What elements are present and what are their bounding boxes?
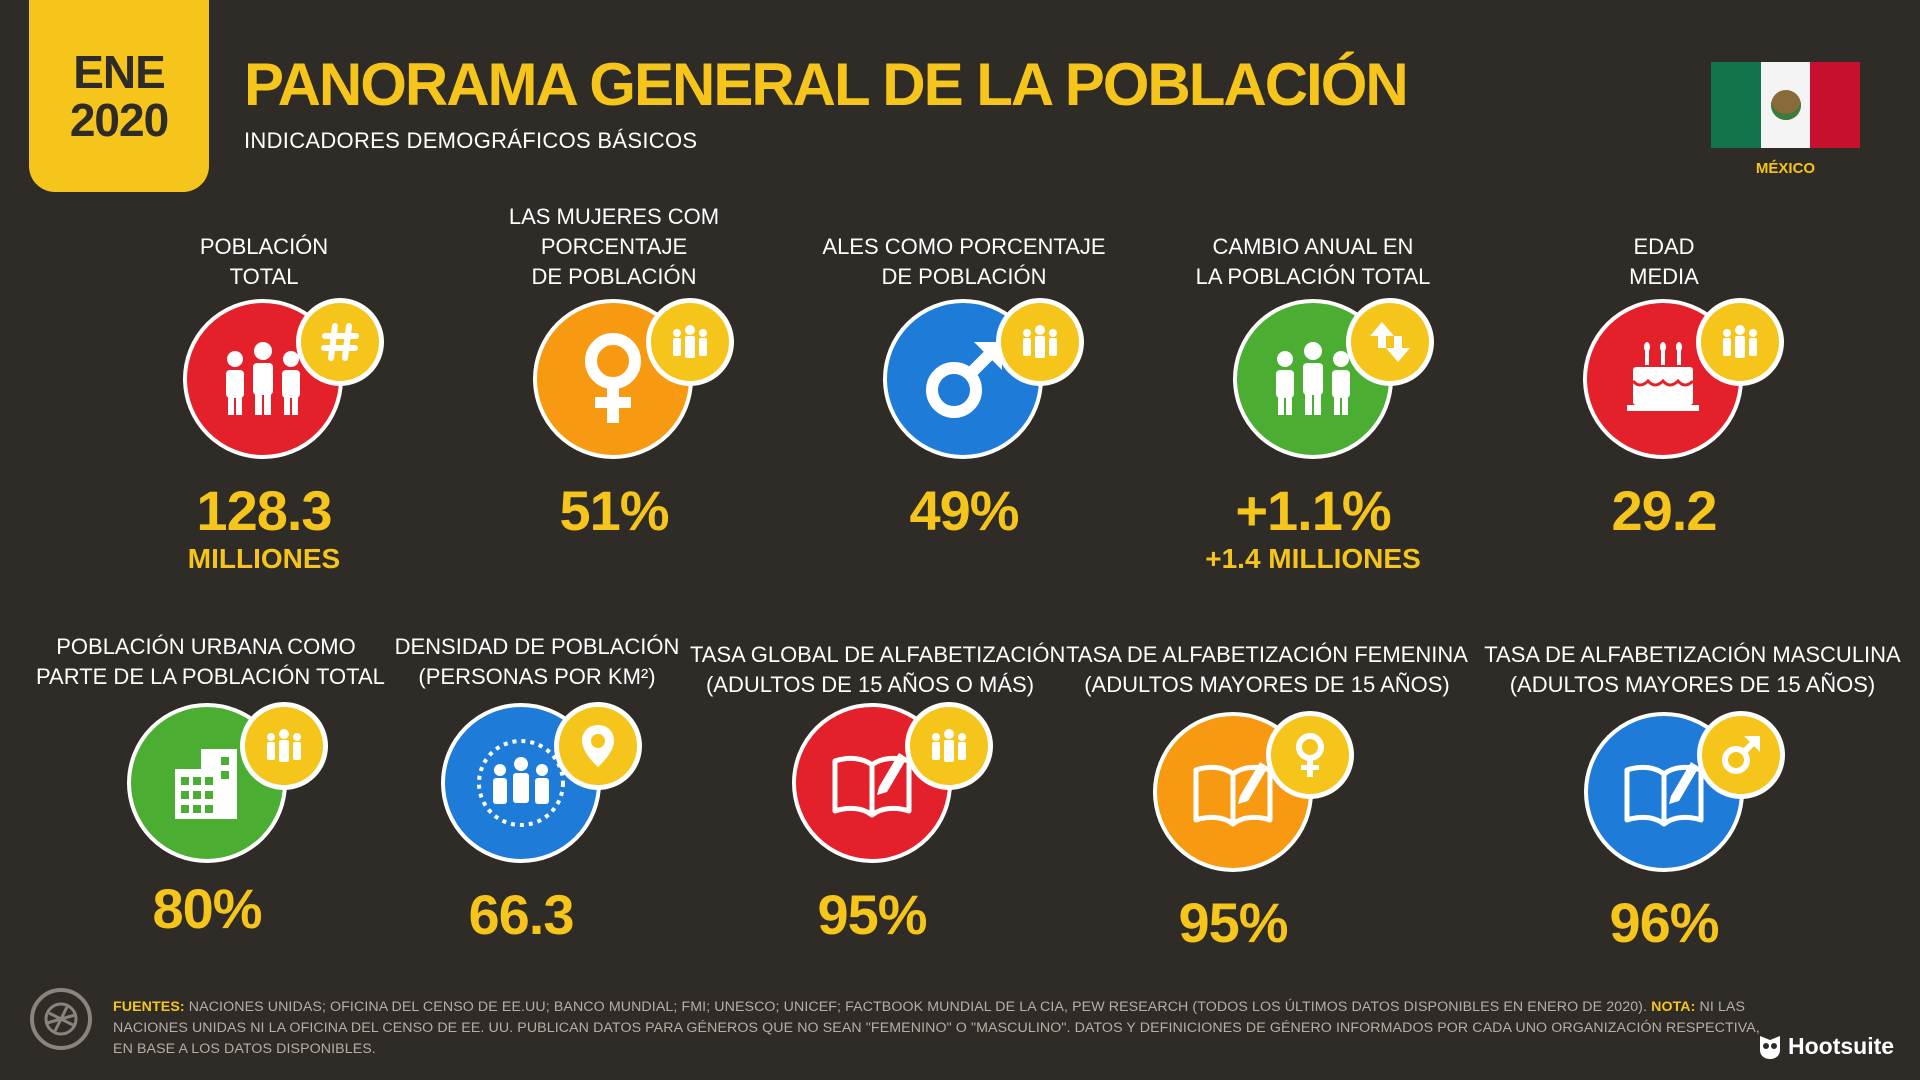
- people-icon: [1723, 325, 1757, 358]
- people-badge: [646, 298, 734, 386]
- people-icon: [477, 739, 565, 827]
- book-icon: [1624, 762, 1704, 827]
- stat-value: 96%: [1609, 891, 1719, 954]
- sources-label: FUENTES:: [113, 999, 185, 1015]
- value-block: 49%: [864, 478, 1064, 543]
- value-block: 80%: [107, 876, 307, 941]
- stat-value-sub: MILLIONES: [187, 543, 341, 574]
- birthday-cake-icon: [1627, 342, 1699, 411]
- stat-label-line: ALES COMO PORCENTAJE: [822, 234, 1106, 259]
- stat-label-line: CAMBIO ANUAL EN: [1212, 234, 1414, 259]
- footer-sources: FUENTES: NACIONES UNIDAS; OFICINA DEL CE…: [113, 997, 1773, 1060]
- stat-population-density: DENSIDAD DE POBLACIÓN (PERSONAS POR KM²): [392, 632, 682, 692]
- stat-label-line: DE POBLACIÓN: [881, 264, 1047, 289]
- value-block: 95%: [772, 882, 972, 947]
- stat-label-line: LAS MUJERES COM: [508, 204, 720, 229]
- people-icon: [1276, 342, 1350, 415]
- stat-label-line: POBLACIÓN: [199, 234, 329, 259]
- stat-value: 95%: [817, 883, 927, 946]
- up-down-arrows-icon: [1370, 322, 1410, 362]
- stat-label-line: PORCENTAJE: [540, 234, 688, 259]
- value-block: +1.1% +1.4 MILLIONES: [1173, 478, 1453, 575]
- arrows-badge: [1346, 298, 1434, 386]
- map-pin-icon: [582, 725, 614, 767]
- stat-value: 29.2: [1611, 479, 1718, 542]
- value-block: 66.3: [421, 882, 621, 947]
- people-badge: [240, 702, 328, 790]
- value-block: 96%: [1564, 890, 1764, 955]
- people-icon: [932, 729, 966, 762]
- stat-label-line: TASA DE ALFABETIZACIÓN FEMENINA: [1066, 642, 1468, 667]
- hash-badge: [296, 298, 384, 386]
- brand-name: Hootsuite: [1788, 1033, 1895, 1059]
- male-badge: [1697, 711, 1785, 799]
- stat-label-line: DE POBLACIÓN: [531, 264, 697, 289]
- stat-label-line: DENSIDAD DE POBLACIÓN: [394, 634, 680, 659]
- book-icon: [1193, 762, 1273, 827]
- female-badge: [1266, 711, 1354, 799]
- stat-label-line: MEDIA: [1629, 264, 1699, 289]
- people-icon: [267, 729, 301, 762]
- people-badge: [996, 298, 1084, 386]
- stat-value-sub: +1.4 MILLIONES: [1205, 543, 1421, 574]
- stat-label-line: (ADULTOS MAYORES DE 15 AÑOS): [1509, 672, 1876, 697]
- stat-label-line: POBLACIÓN URBANA COMO: [56, 634, 356, 659]
- hash-icon: [321, 323, 359, 361]
- male-symbol-icon: [1722, 736, 1760, 774]
- stat-label-line: EDAD: [1633, 234, 1695, 259]
- date-month: ENE: [73, 45, 166, 98]
- people-badge: [905, 702, 993, 790]
- country-label: MÉXICO: [1755, 160, 1816, 177]
- page-subtitle: INDICADORES DEMOGRÁFICOS BÁSICOS: [244, 128, 698, 153]
- stat-literacy-male: TASA DE ALFABETIZACIÓN MASCULINA (ADULTO…: [1480, 640, 1905, 700]
- map-pin-badge: [554, 702, 642, 790]
- value-block: 95%: [1133, 890, 1333, 955]
- stat-total-population: POBLACIÓN TOTAL: [164, 232, 364, 292]
- people-icon: [226, 342, 300, 415]
- stat-value: 95%: [1178, 891, 1288, 954]
- value-block: 29.2: [1564, 478, 1764, 543]
- mexico-flag-icon: [1711, 62, 1860, 148]
- female-symbol-icon: [1296, 733, 1324, 777]
- stat-value: 128.3: [196, 479, 332, 542]
- book-icon: [832, 753, 912, 818]
- stat-urban-population: POBLACIÓN URBANA COMO PARTE DE LA POBLAC…: [36, 632, 385, 692]
- stat-label-line: (PERSONAS POR KM²): [418, 664, 656, 689]
- male-symbol-icon: [926, 342, 1002, 418]
- stat-female-percentage: LAS MUJERES COM PORCENTAJE DE POBLACIÓN: [494, 202, 734, 292]
- note-label: NOTA:: [1651, 999, 1696, 1015]
- stat-value: +1.1%: [1235, 479, 1391, 542]
- female-symbol-icon: [585, 333, 641, 423]
- stat-label-line: PARTE DE LA POBLACIÓN TOTAL: [36, 664, 385, 689]
- people-icon: [1023, 325, 1057, 358]
- stat-value: 51%: [559, 479, 669, 542]
- people-badge: [1696, 298, 1784, 386]
- date-year: 2020: [69, 94, 169, 146]
- stat-label-line: TOTAL: [229, 264, 299, 289]
- hootsuite-logo: Hootsuite: [1758, 1033, 1894, 1060]
- stat-label-line: TASA GLOBAL DE ALFABETIZACIÓN: [690, 642, 1066, 667]
- building-icon: [175, 749, 237, 819]
- stat-label-line: (ADULTOS MAYORES DE 15 AÑOS): [1084, 672, 1450, 697]
- sources-logo-icon: [30, 988, 92, 1050]
- note-text: NI LAS NACIONES UNIDAS NI LA OFICINA DEL…: [113, 999, 1760, 1057]
- sources-text: NACIONES UNIDAS; OFICINA DEL CENSO DE EE…: [184, 999, 1652, 1015]
- stat-label-line: (ADULTOS DE 15 AÑOS O MÁS): [705, 672, 1035, 697]
- stat-literacy-total: TASA GLOBAL DE ALFABETIZACIÓN (ADULTOS D…: [690, 640, 1066, 700]
- owl-icon: [1760, 1035, 1780, 1059]
- value-block: 128.3 MILLIONES: [164, 478, 364, 575]
- stat-value: 66.3: [468, 883, 575, 946]
- stat-label-line: TASA DE ALFABETIZACIÓN MASCULINA: [1484, 642, 1901, 667]
- stat-value: 80%: [152, 877, 262, 940]
- stat-label-line: LA POBLACIÓN TOTAL: [1195, 264, 1431, 289]
- stat-value: 49%: [909, 479, 1019, 542]
- value-block: 51%: [514, 478, 714, 543]
- stat-annual-change: CAMBIO ANUAL EN LA POBLACIÓN TOTAL: [1183, 232, 1443, 292]
- stat-literacy-female: TASA DE ALFABETIZACIÓN FEMENINA (ADULTOS…: [1062, 640, 1472, 700]
- people-icon: [673, 325, 707, 358]
- page-title: PANORAMA GENERAL DE LA POBLACIÓN: [244, 51, 1409, 118]
- date-tab: ENE 2020: [29, 0, 209, 192]
- stat-male-percentage: ALES COMO PORCENTAJE DE POBLACIÓN: [814, 232, 1114, 292]
- stat-median-age: EDAD MEDIA: [1564, 232, 1764, 292]
